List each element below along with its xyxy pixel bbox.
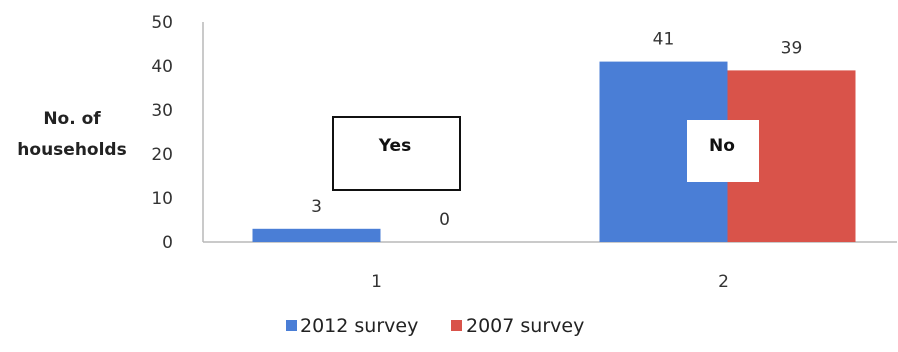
- y-tick-label-30: 30: [151, 101, 173, 121]
- y-axis-title-line-1: No. of: [43, 109, 101, 129]
- data-label-2007-survey-cat-1: 0: [439, 210, 450, 230]
- legend-swatch-2007-survey: [451, 320, 462, 331]
- data-label-2012-survey-cat-1: 3: [311, 197, 322, 217]
- no-annotation-label: No: [709, 136, 735, 156]
- x-tick-label-1: 1: [371, 272, 382, 292]
- data-label-2012-survey-cat-2: 41: [653, 30, 675, 50]
- bar-2012-survey-cat-1: [253, 229, 381, 242]
- y-tick-label-50: 50: [151, 13, 173, 33]
- data-label-2007-survey-cat-2: 39: [781, 38, 803, 58]
- legend: 2012 survey 2007 survey: [286, 315, 584, 337]
- y-axis-title-line-2: households: [17, 140, 126, 160]
- legend-label-2012-survey: 2012 survey: [300, 315, 418, 337]
- y-tick-label-0: 0: [162, 233, 173, 253]
- yes-annotation-label: Yes: [378, 136, 411, 156]
- y-tick-label-20: 20: [151, 145, 173, 165]
- legend-label-2007-survey: 2007 survey: [466, 315, 584, 337]
- x-tick-label-2: 2: [718, 272, 729, 292]
- y-tick-label-10: 10: [151, 189, 173, 209]
- legend-swatch-2012-survey: [286, 320, 297, 331]
- y-tick-label-40: 40: [151, 57, 173, 77]
